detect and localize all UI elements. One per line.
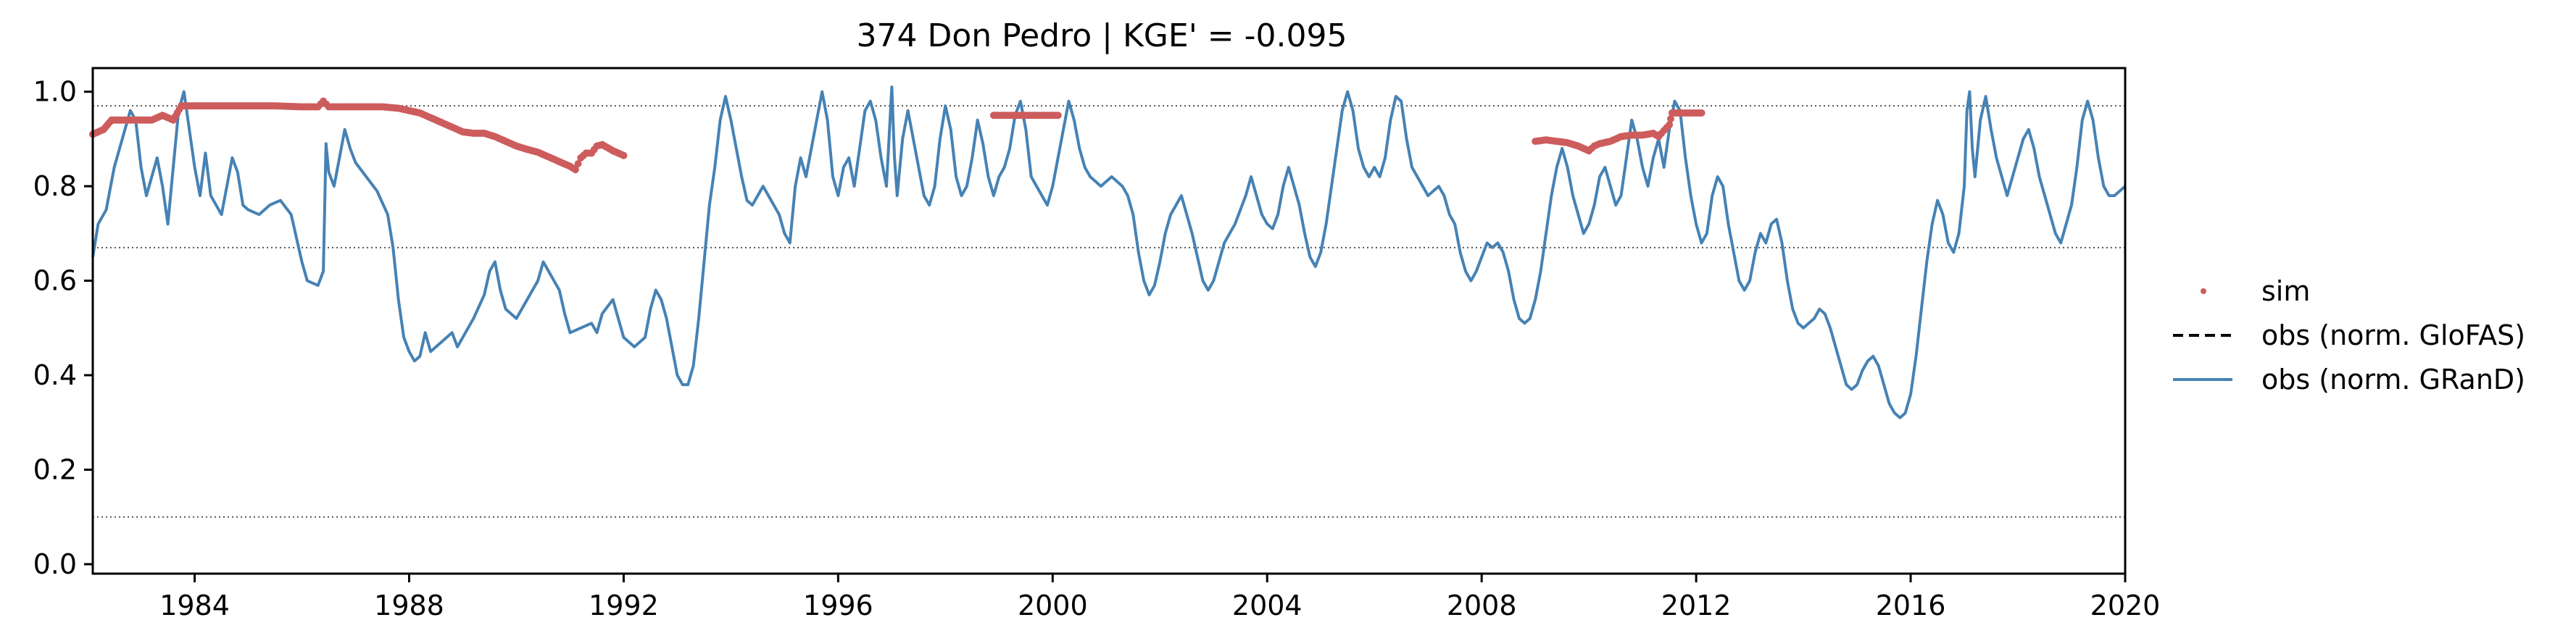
legend-sim-marker [2201, 288, 2206, 294]
legend: sim obs (norm. GloFAS) obs (norm. GRanD) [2173, 275, 2525, 395]
y-tick-label: 0.2 [33, 453, 77, 485]
y-tick-label: 0.8 [33, 170, 77, 202]
sim-point [620, 151, 628, 159]
y-tick-label: 0.6 [33, 265, 77, 297]
legend-sim-label: sim [2261, 275, 2310, 307]
plot-area [89, 67, 2127, 575]
x-tick-label: 2008 [1447, 590, 1517, 621]
grand-series-line [91, 85, 2127, 419]
y-tick-label: 1.0 [33, 76, 77, 108]
x-tick-label: 1988 [374, 590, 444, 621]
chart-title: 374 Don Pedro | KGE' = -0.095 [857, 17, 1347, 54]
axes-frame [91, 67, 2127, 575]
sim-point [1666, 115, 1674, 123]
x-tick-label: 2016 [1876, 590, 1946, 621]
x-tick-label: 1984 [159, 590, 230, 621]
x-tick-label: 2004 [1232, 590, 1302, 621]
sim-point [1666, 121, 1674, 129]
legend-glofas-label: obs (norm. GloFAS) [2261, 319, 2525, 351]
legend-grand-label: obs (norm. GRanD) [2261, 364, 2525, 395]
sim-point [1698, 109, 1705, 117]
x-tick-label: 2000 [1018, 590, 1088, 621]
sim-point [574, 160, 582, 168]
sim-series [89, 97, 1705, 174]
x-tick-label: 1996 [803, 590, 873, 621]
x-axis: 1984 1988 1992 1996 2000 2004 2008 2012 2016 2020 [159, 574, 2160, 621]
x-tick-label: 2020 [2090, 590, 2161, 621]
x-tick-label: 2012 [1661, 590, 1732, 621]
y-tick-label: 0.4 [33, 359, 77, 391]
y-tick-label: 0.0 [33, 548, 77, 580]
sim-point [571, 166, 579, 174]
sim-point [1054, 112, 1062, 120]
x-tick-label: 1992 [589, 590, 659, 621]
y-axis: 0.0 0.2 0.4 0.6 0.8 1.0 [33, 76, 93, 580]
